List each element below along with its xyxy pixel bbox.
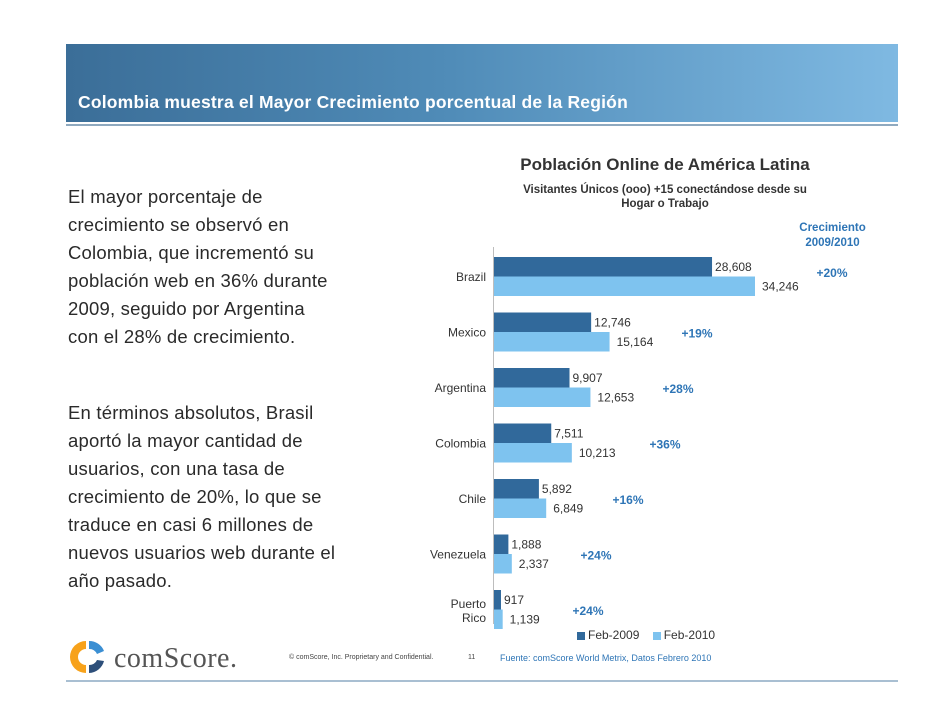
paragraph-2-line: aportó la mayor cantidad de: [68, 430, 303, 451]
bar-feb-2009: [494, 423, 552, 443]
paragraph-1-line: con el 28% de crecimiento.: [68, 326, 296, 347]
bar-feb-2010: [494, 332, 610, 352]
chart-subtitle: Visitantes Únicos (ooo) +15 conectándose…: [430, 183, 900, 211]
bar-value-label: 15,164: [617, 335, 654, 349]
growth-label: +24%: [580, 549, 611, 563]
legend-swatch: [652, 631, 661, 640]
bar-value-label: 10,213: [579, 446, 616, 460]
header-divider: [66, 124, 898, 126]
paragraph-1-line: Colombia, que incrementó su: [68, 242, 315, 263]
bar-feb-2009: [494, 534, 509, 554]
chart-title: Población Online de América Latina: [520, 155, 810, 174]
bar-value-label: 12,746: [594, 316, 631, 330]
paragraph-2-line: usuarios, con una tasa de: [68, 458, 285, 479]
growth-label: +19%: [681, 327, 712, 341]
bar-feb-2009: [494, 257, 713, 277]
bar-value-label: 6,849: [553, 502, 583, 516]
category-label: Venezuela: [430, 548, 486, 562]
bar-feb-2009: [494, 312, 592, 332]
growth-label: +28%: [662, 382, 693, 396]
page-number: 11: [468, 654, 476, 661]
growth-label: +16%: [612, 493, 643, 507]
category-label: Argentina: [435, 381, 487, 395]
bar-feb-2010: [494, 554, 512, 574]
chart-legend: Feb-2009 Feb-2010: [577, 628, 725, 642]
footer-divider: [66, 680, 898, 682]
bar-value-label: 1,139: [510, 613, 540, 627]
paragraph-1-line: El mayor porcentaje de: [68, 186, 263, 207]
bar-value-label: 5,892: [542, 482, 572, 496]
bar-feb-2010: [494, 498, 547, 518]
category-label: Brazil: [456, 270, 486, 284]
comscore-logo-icon: [70, 640, 104, 673]
bar-feb-2010: [494, 609, 503, 629]
page-title: Colombia muestra el Mayor Crecimiento po…: [78, 92, 628, 112]
legend-item-feb-2010: Feb-2010: [652, 628, 716, 642]
bar-value-label: 34,246: [762, 280, 799, 294]
growth-header: Crecimiento 2009/2010: [780, 221, 885, 251]
bar-feb-2009: [494, 590, 501, 610]
paragraph-2-line: nuevos usuarios web durante el: [68, 542, 336, 563]
paragraph-2: En términos absolutos, Brasil aportó la …: [68, 399, 418, 595]
copyright: © comScore, Inc. Proprietary and Confide…: [289, 654, 434, 661]
category-label: Puerto: [451, 597, 487, 611]
legend-swatch: [577, 631, 585, 640]
category-label: Chile: [459, 492, 487, 506]
chart-subtitle-line: Visitantes Únicos (ooo) +15 conectándose…: [523, 184, 807, 196]
legend-label: Feb-2010: [663, 628, 716, 642]
legend-label: Feb-2009: [588, 628, 640, 642]
bar-value-label: 7,511: [554, 427, 583, 441]
category-label: Mexico: [448, 326, 486, 340]
category-label: Colombia: [435, 437, 486, 451]
growth-label: +36%: [649, 438, 680, 452]
paragraph-2-line: crecimiento de 20%, lo que se: [68, 486, 322, 507]
growth-label: +24%: [572, 604, 603, 618]
growth-header-line: 2009/2010: [805, 237, 860, 249]
paragraph-2-line: En términos absolutos, Brasil: [68, 402, 314, 423]
paragraph-1-line: crecimiento se observó en: [68, 214, 289, 235]
paragraph-1-line: 2009, seguido por Argentina: [68, 298, 305, 319]
comscore-logo-text: comScore.: [114, 643, 238, 674]
bar-feb-2009: [494, 479, 539, 499]
growth-label: +20%: [816, 266, 847, 280]
bar-value-label: 917: [504, 593, 524, 607]
bar-value-label: 1,888: [511, 538, 541, 552]
paragraph-1: El mayor porcentaje de crecimiento se ob…: [68, 183, 418, 351]
bar-value-label: 28,608: [715, 260, 752, 274]
category-label: Rico: [462, 611, 486, 625]
header-banner: Colombia muestra el Mayor Crecimiento po…: [66, 44, 898, 122]
bar-value-label: 12,653: [597, 391, 634, 405]
legend-item-feb-2009: Feb-2009: [577, 628, 639, 642]
chart-subtitle-line: Hogar o Trabajo: [621, 198, 709, 210]
paragraph-1-line: población web en 36% durante: [68, 270, 328, 291]
bar-value-label: 2,337: [519, 557, 549, 571]
source-note: Fuente: comScore World Metrix, Datos Feb…: [500, 653, 712, 663]
paragraph-2-line: traduce en casi 6 millones de: [68, 514, 314, 535]
growth-header-line: Crecimiento: [799, 222, 866, 234]
bar-feb-2010: [494, 443, 572, 463]
bar-value-label: 9,907: [573, 371, 603, 385]
bar-feb-2010: [494, 276, 755, 296]
bar-feb-2010: [494, 387, 591, 407]
bar-feb-2009: [494, 368, 570, 388]
paragraph-2-line: año pasado.: [68, 570, 173, 591]
